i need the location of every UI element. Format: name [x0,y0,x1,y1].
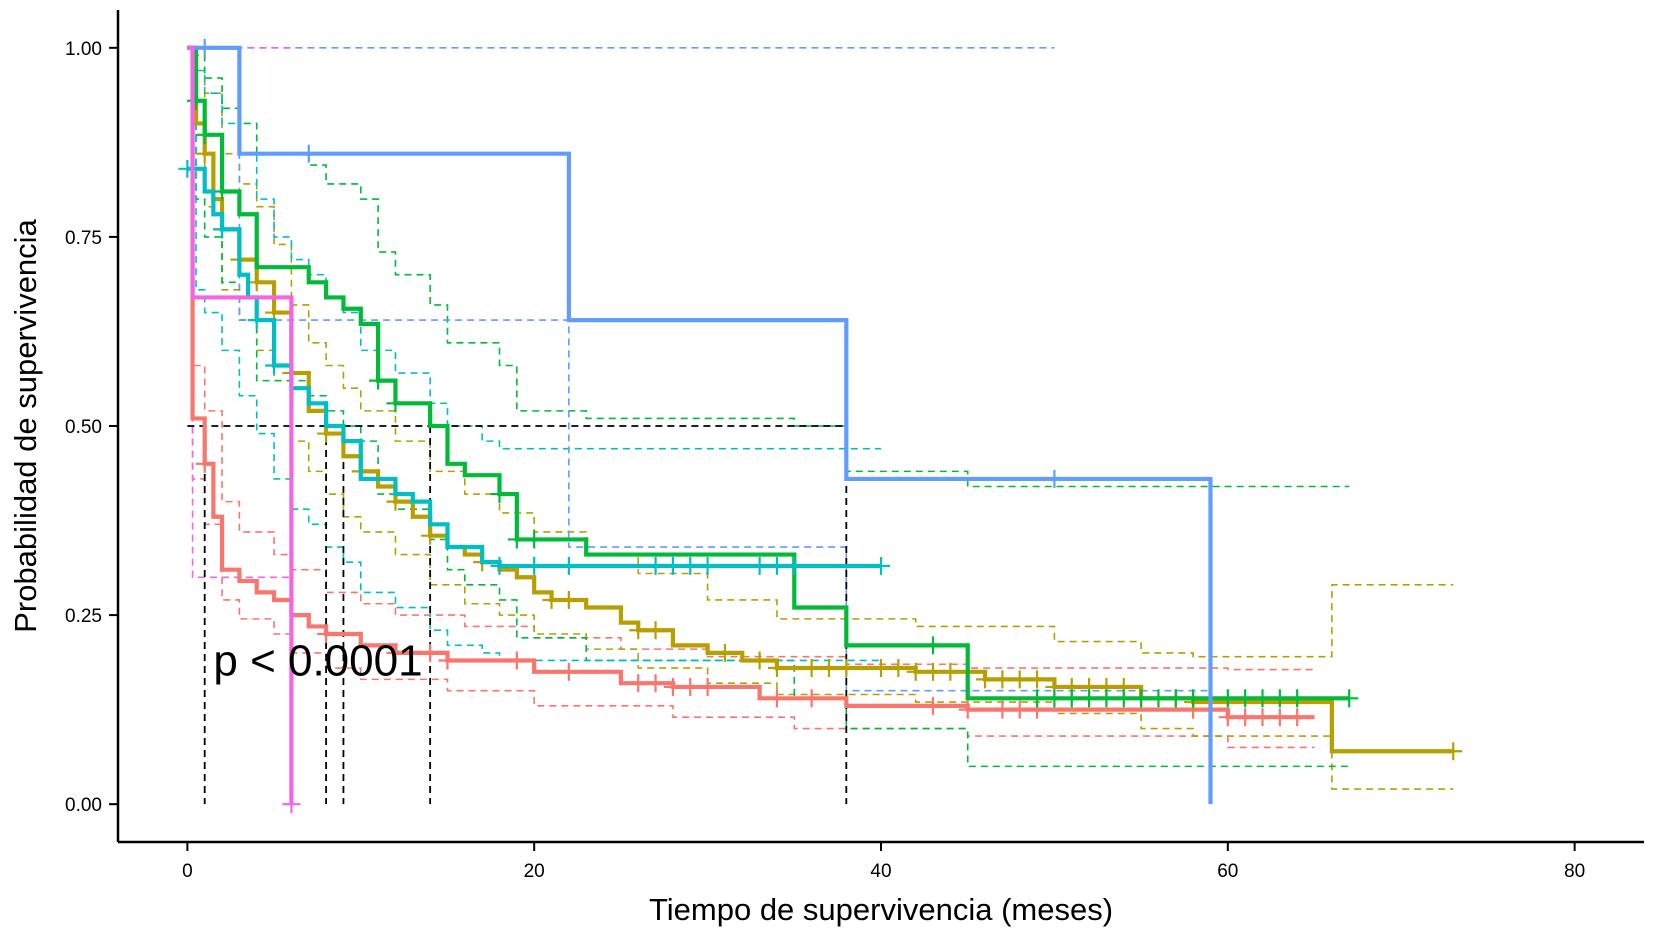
series-3-ci-upper [187,47,1350,488]
series-2-ci-lower [187,47,1454,790]
series-1-ci-lower [187,47,1315,749]
x-tick-label: 20 [524,861,545,882]
y-axis-title: Probabilidad de supervivencia [8,218,43,632]
x-tick-label: 0 [182,861,193,882]
series-1-curve [187,45,1315,720]
y-tick-label: 1.00 [65,39,102,60]
x-tick-label: 40 [870,861,891,882]
y-tick-label: 0.25 [65,606,102,627]
series-4-ci-upper [187,69,881,450]
ticks-layer: 0 20 40 60 80 0.00 0.25 0.50 0.75 1.00 [65,39,1585,882]
series-1-ci-upper [187,47,1315,671]
y-tick-label: 0.75 [65,228,102,249]
series-3-curve [187,45,1350,701]
x-axis-title: Tiempo de supervivencia (meses) [649,892,1113,927]
series-5-curve [187,45,1213,805]
x-tick-label: 60 [1217,861,1238,882]
x-tick-label: 80 [1564,861,1585,882]
series-2-ci-upper [187,47,1454,658]
p-value-annotation: p < 0.0001 [213,636,422,685]
series-6-curve [187,45,294,805]
y-tick-label: 0.50 [65,417,102,438]
series-5-ci-lower [187,47,1211,692]
curves-layer [178,38,1463,814]
y-tick-label: 0.00 [65,795,102,816]
